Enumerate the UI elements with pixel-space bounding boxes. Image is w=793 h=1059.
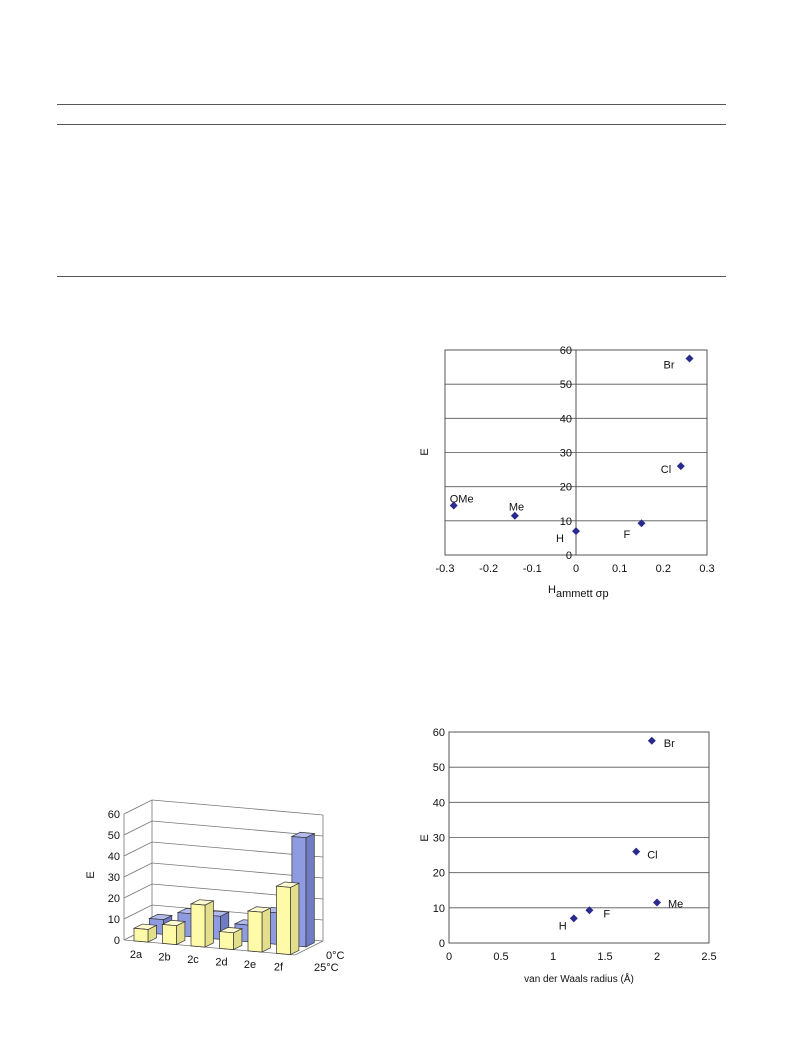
y-tick-label: 30 [108,872,120,884]
bar-25c-yellow [162,924,177,945]
y-tick-label: 60 [108,809,120,821]
data-point-label: Cl [647,850,657,862]
series-label: 25°C [314,962,339,974]
series-label: 0°C [326,950,345,962]
data-point-marker [685,354,694,363]
y-tick-label: 20 [433,868,445,880]
y-tick-label: 30 [560,448,572,460]
category-label: 2d [215,957,227,969]
data-point-label: H [559,920,567,932]
x-tick-label: 0.2 [656,563,671,575]
data-point-marker [637,519,646,528]
x-tick-label: 0.5 [493,951,508,963]
y-tick-label: 60 [560,345,572,357]
y-tick-label: 40 [433,797,445,809]
y-tick-label: 30 [433,833,445,845]
bar-25c-yellow [190,903,206,948]
y-tick-label: 0 [114,935,120,947]
y-tick-label: 10 [433,903,445,915]
table-header-rule [57,124,726,125]
bar-25c-yellow [133,927,149,943]
y-tick-label: 10 [108,914,120,926]
floor-line [123,939,324,956]
data-point-label: Br [664,360,675,372]
data-point-label: F [624,529,631,541]
data-point-label: H [556,533,564,545]
y-tick-label: 20 [108,893,120,905]
category-label: 2c [187,954,199,966]
x-tick-label: 0.1 [612,563,627,575]
y-tick-label: 0 [439,938,445,950]
y-tick-label: 60 [433,727,445,739]
data-point-marker [647,736,656,745]
y-axis-label: E [419,834,431,841]
table-top-rule [57,104,726,105]
data-point-marker [510,511,519,520]
x-tick-label: 1 [550,951,556,963]
category-label: 2b [158,952,170,964]
data-point-marker [572,527,580,536]
y-axis-label: E [85,871,97,878]
x-tick-label: -0.3 [436,563,455,575]
x-axis-label: van der Waals radius (Å) [524,972,634,985]
data-point-label: Me [509,502,524,514]
y-tick-label: 50 [560,379,572,391]
x-tick-label: 2 [654,951,660,963]
x-tick-label: 0 [573,563,579,575]
data-point-label: OMe [450,493,474,505]
data-point-marker [449,501,458,510]
data-point-label: Me [668,899,683,911]
y-axis-label: E [419,448,431,455]
bar-25c-yellow [247,910,263,953]
data-point-marker [585,906,594,915]
bar-25c-yellow [276,885,291,955]
bar-25c-yellow [219,931,234,950]
data-point-marker [653,898,661,907]
x-axis-label: Hammett σp [548,584,609,600]
x-tick-label: 1.5 [597,951,612,963]
table-bottom-rule [57,276,726,277]
category-label: 2e [244,959,256,971]
data-point-marker [569,914,578,923]
y-tick-label: 50 [433,762,445,774]
category-label: 2a [130,949,143,961]
x-tick-label: -0.1 [523,563,542,575]
y-tick-label: 0 [566,550,572,562]
y-tick-label: 40 [108,851,120,863]
data-point-label: F [603,908,610,920]
data-point-marker [676,462,685,471]
x-tick-label: 0.3 [699,563,714,575]
data-point-marker [632,847,641,856]
x-tick-label: 2.5 [701,951,716,963]
x-tick-label: -0.2 [479,563,498,575]
x-tick-label: 0 [446,951,452,963]
y-tick-label: 50 [108,830,120,842]
y-tick-label: 40 [560,413,572,425]
y-tick-label: 20 [560,482,572,494]
data-point-label: Cl [661,464,671,476]
data-point-label: Br [664,738,675,750]
category-label: 2f [274,962,284,974]
y-tick-label: 10 [560,516,572,528]
